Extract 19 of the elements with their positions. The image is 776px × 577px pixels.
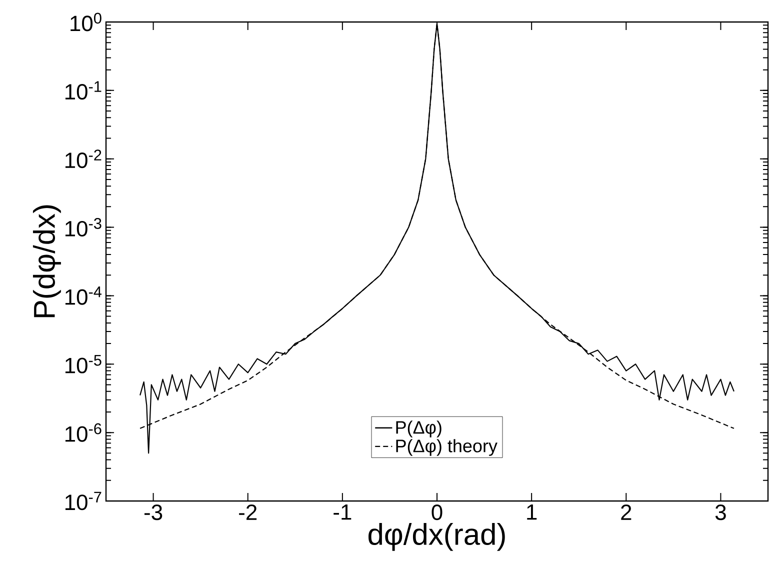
x-tick-label: -3 — [144, 504, 162, 520]
y-tick-label: 10$^{-4}$ — [65, 286, 102, 305]
x-tick-label: 2 — [621, 504, 632, 520]
y-tick-label: 10$^{-5}$ — [65, 354, 102, 374]
y-tick-label: 10$^{0}$ — [70, 12, 102, 32]
y-tick-label: 10$^{-6}$ — [65, 423, 102, 442]
legend-label: P(Δφ) theory — [396, 439, 498, 456]
y-tick-label: 10$^{-2}$ — [65, 150, 102, 168]
x-tick-label: 1 — [527, 504, 537, 520]
x-tick-label: -2 — [239, 504, 257, 520]
x-tick-label: 0 — [432, 504, 442, 520]
x-axis-title: dφ/dx(rad) — [368, 522, 505, 551]
legend-label: P(Δφ) — [396, 420, 442, 438]
x-tick-label: 3 — [715, 504, 726, 520]
y-tick-label: 10$^{-1}$ — [65, 81, 102, 100]
x-tick-label: -1 — [334, 504, 352, 520]
y-axis-title: P(dφ/dx) — [32, 205, 61, 318]
y-tick-label: 10$^{-3}$ — [65, 218, 102, 237]
y-tick-label: 10$^{-7}$ — [65, 492, 102, 510]
